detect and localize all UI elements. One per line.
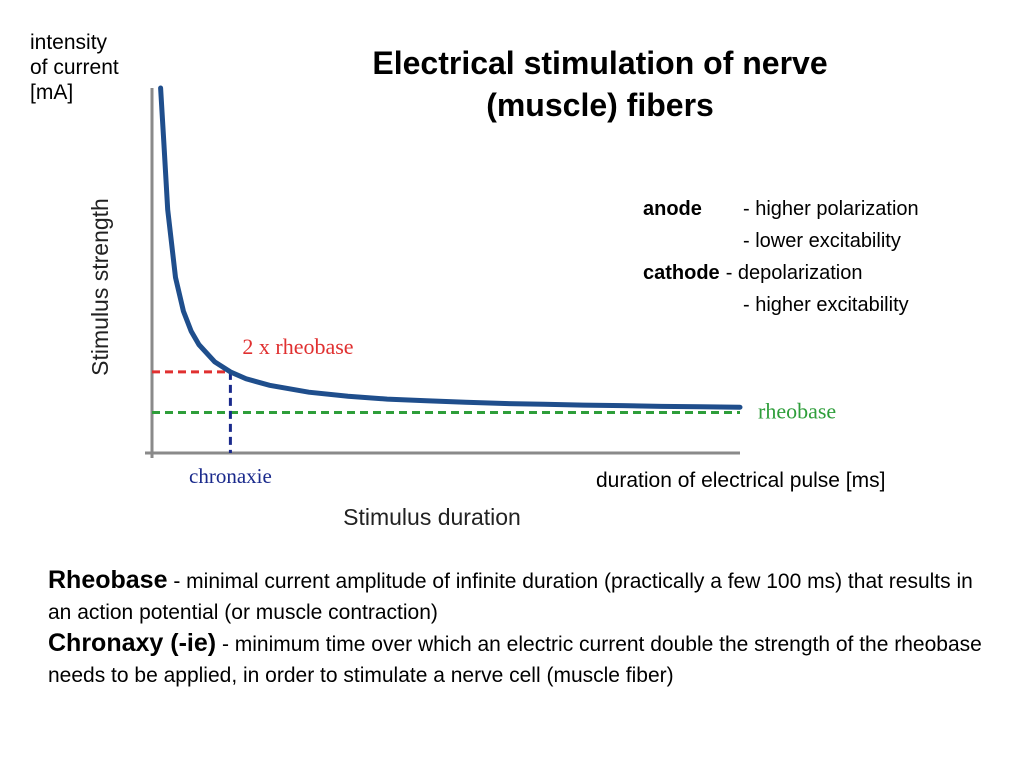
slide-title-line-2: (muscle) fibers bbox=[486, 87, 714, 123]
definition-term-rheobase: Rheobase bbox=[48, 566, 168, 594]
label-chronaxie: chronaxie bbox=[189, 464, 272, 488]
slide-title-line-1: Electrical stimulation of nerve bbox=[372, 45, 828, 81]
definitions: Rheobase - minimal current amplitude of … bbox=[48, 565, 988, 691]
y-axis-title: Stimulus strength bbox=[87, 198, 113, 376]
strength-duration-chart: 2 x rheobase rheobase chronaxie Stimulus… bbox=[87, 85, 836, 530]
note-anode-effect-2: - lower excitability bbox=[743, 230, 901, 252]
x-axis-unit-label: duration of electrical pulse [ms] bbox=[596, 469, 886, 492]
slide-title: Electrical stimulation of nerve (muscle)… bbox=[290, 42, 910, 126]
definition-text-chronaxy: - minimum time over which an electric cu… bbox=[48, 633, 982, 687]
note-row-cathode-2: - higher excitability bbox=[643, 289, 1013, 321]
note-anode-effect-1: - higher polarization bbox=[743, 198, 919, 220]
definition-chronaxy: Chronaxy (-ie) - minimum time over which… bbox=[48, 628, 988, 691]
definition-text-rheobase: - minimal current amplitude of infinite … bbox=[48, 570, 973, 624]
note-row-anode: anode - higher polarization bbox=[643, 193, 1013, 225]
x-axis-title: Stimulus duration bbox=[343, 504, 521, 530]
note-row-anode-2: - lower excitability bbox=[643, 225, 1013, 257]
note-term-cathode: cathode bbox=[643, 262, 720, 284]
y-unit-line-3: [mA] bbox=[30, 81, 74, 104]
note-term-anode: anode bbox=[643, 198, 702, 220]
label-rheobase: rheobase bbox=[758, 398, 836, 423]
note-cathode-effect-2: - higher excitability bbox=[743, 294, 909, 316]
note-cathode-effect-1: - depolarization bbox=[725, 262, 863, 284]
y-axis-unit-label: intensity of current [mA] bbox=[30, 30, 170, 105]
y-unit-line-1: intensity bbox=[30, 31, 108, 54]
definition-term-chronaxy: Chronaxy (-ie) bbox=[48, 629, 217, 657]
note-row-cathode: cathode - depolarization bbox=[643, 257, 1013, 289]
definition-rheobase: Rheobase - minimal current amplitude of … bbox=[48, 565, 988, 628]
electrode-notes: anode - higher polarization - lower exci… bbox=[643, 193, 1013, 321]
label-2x-rheobase: 2 x rheobase bbox=[242, 334, 353, 359]
y-unit-line-2: of current bbox=[30, 56, 119, 79]
strength-duration-curve bbox=[158, 85, 743, 410]
